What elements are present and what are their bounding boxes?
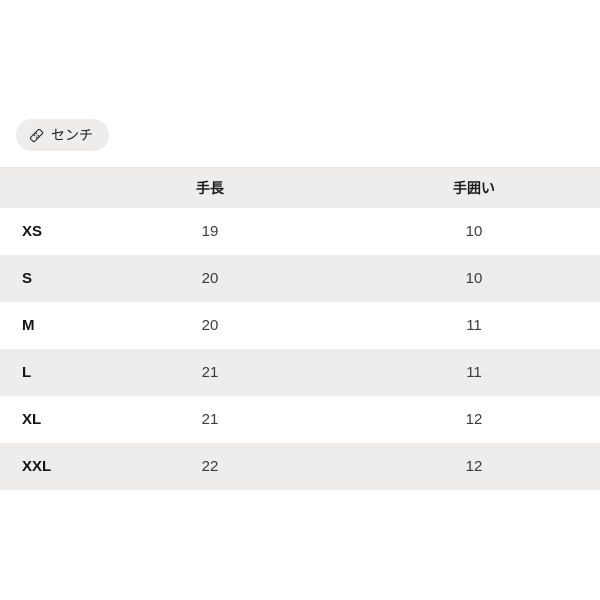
table-row: L 21 11 bbox=[0, 349, 600, 396]
table-row: XL 21 12 bbox=[0, 396, 600, 443]
hand-length-value: 19 bbox=[201, 223, 219, 240]
size-label: XXL bbox=[0, 443, 72, 490]
size-label: XS bbox=[22, 223, 43, 240]
header-size bbox=[0, 167, 72, 208]
hand-circumference-value: 11 bbox=[466, 317, 482, 334]
size-chart-table: 手長 手囲い XS 19 10 S 20 10 M 20 11 L 21 bbox=[0, 167, 600, 490]
header-hand-circumference: 手囲い bbox=[348, 167, 600, 208]
table-row: S 20 10 bbox=[0, 255, 600, 302]
hand-circumference-value: 10 bbox=[348, 255, 600, 302]
hand-circumference-value: 12 bbox=[348, 443, 600, 490]
unit-badge-label: センチ bbox=[51, 127, 93, 143]
size-label: XL bbox=[22, 411, 42, 428]
hand-circumference-value: 11 bbox=[348, 349, 600, 396]
hand-length-value: 20 bbox=[72, 255, 348, 302]
hand-length-value: 20 bbox=[201, 317, 219, 334]
unit-badge-centimeters[interactable]: センチ bbox=[16, 119, 109, 152]
hand-length-value: 21 bbox=[72, 349, 348, 396]
table-header-row: 手長 手囲い bbox=[0, 167, 600, 208]
hand-length-value: 22 bbox=[72, 443, 348, 490]
hand-length-value: 21 bbox=[201, 411, 219, 428]
hand-circumference-value: 10 bbox=[465, 223, 483, 240]
table-row: M 20 11 bbox=[0, 302, 600, 349]
size-label: M bbox=[22, 317, 35, 334]
size-label: S bbox=[0, 255, 72, 302]
table-row: XXL 22 12 bbox=[0, 443, 600, 490]
size-label: L bbox=[0, 349, 72, 396]
ruler-icon bbox=[29, 128, 44, 143]
table-row: XS 19 10 bbox=[0, 208, 600, 255]
header-hand-length: 手長 bbox=[72, 167, 348, 208]
hand-circumference-value: 12 bbox=[465, 411, 483, 428]
